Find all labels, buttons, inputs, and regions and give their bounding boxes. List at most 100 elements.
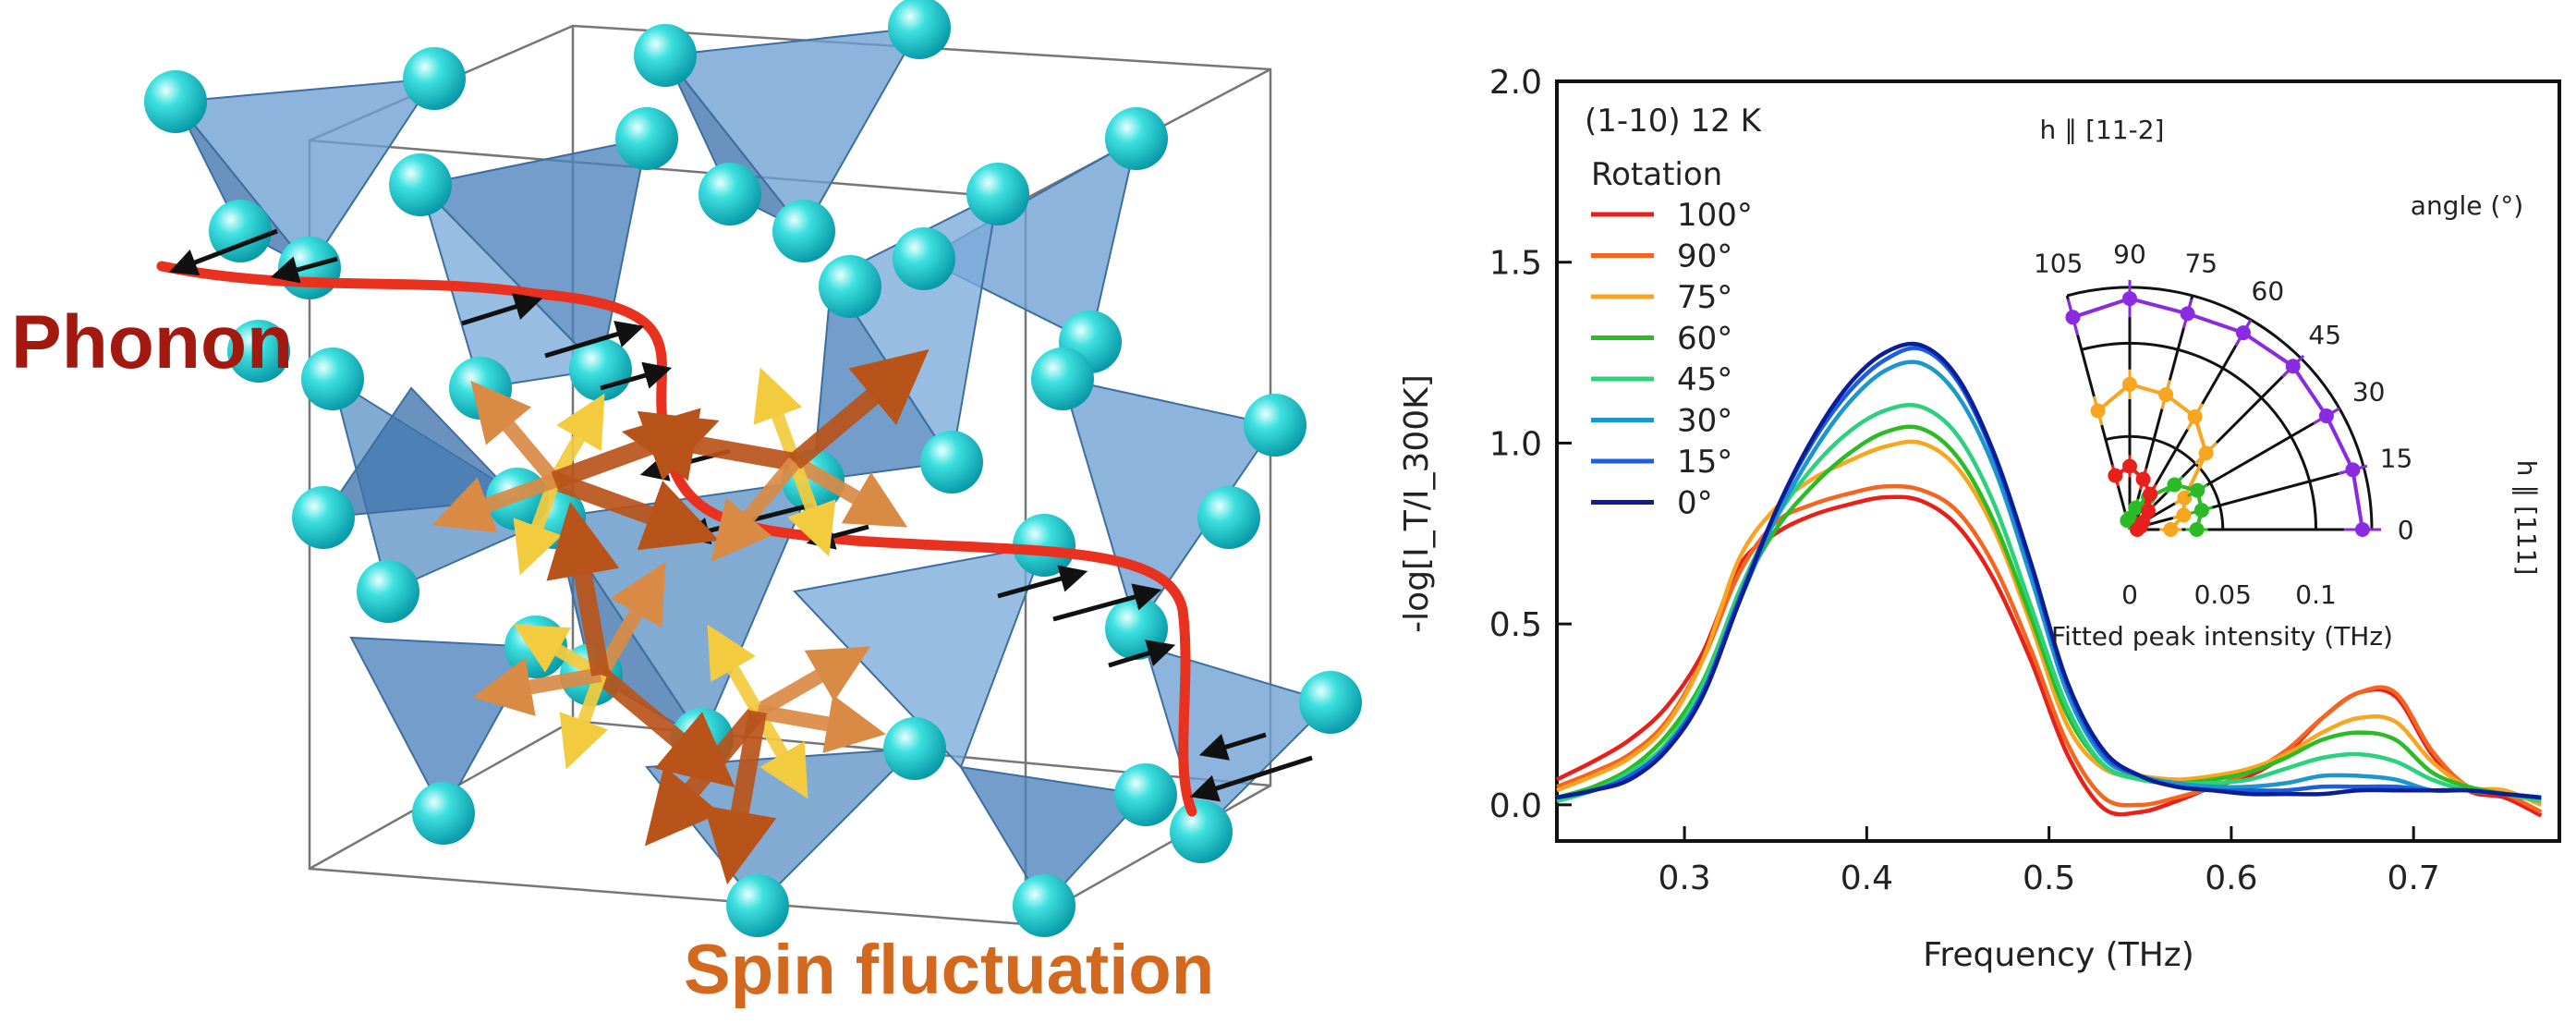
spin-arrow	[786, 459, 836, 557]
chart-title: (1-10) 12 K	[1585, 103, 1763, 140]
polar-point	[2122, 291, 2137, 307]
polar-point	[2143, 486, 2158, 502]
atom	[1013, 874, 1075, 937]
right-axis-label: h ∥ [111]	[2511, 460, 2542, 576]
radial-tick-label: 0	[2121, 579, 2138, 610]
spin-arrow	[470, 380, 561, 486]
polar-point	[2108, 468, 2123, 483]
polar-point	[2140, 504, 2156, 519]
legend-label: 90°	[1677, 238, 1732, 275]
spin-arrow	[594, 667, 735, 788]
legend-label: 100°	[1677, 197, 1753, 234]
polar-point	[2090, 403, 2106, 419]
atom	[301, 347, 364, 410]
series-line	[1556, 341, 2542, 800]
polar-spoke	[2128, 295, 2194, 530]
spin-arrow	[790, 456, 908, 528]
spin-arrow	[788, 348, 930, 469]
atom	[772, 200, 835, 262]
atom	[1114, 763, 1177, 826]
spin-arrow	[753, 646, 871, 718]
crystal-illustration: Phonon Spin fluctuation	[11, 0, 1362, 1009]
polar-point	[2163, 522, 2179, 537]
axis-ticks: 0.3 0.4 0.5 0.6 0.7 0.0 0.5 1.0 1.5 2.0	[1489, 64, 2440, 897]
polar-point	[2122, 458, 2137, 474]
atom	[966, 163, 1029, 225]
spin-arrow	[753, 367, 803, 465]
legend-label: 45°	[1677, 361, 1732, 398]
polar-point	[2134, 514, 2150, 530]
y-tick-label: 2.0	[1489, 64, 1542, 102]
angle-tick-label: 105	[2034, 248, 2083, 278]
polar-arc	[2066, 286, 2374, 530]
atom	[819, 255, 881, 318]
polar-point	[2318, 408, 2334, 424]
atom	[699, 163, 761, 225]
series-line	[1556, 483, 2543, 814]
polar-point	[2122, 376, 2137, 392]
x-tick-label: 0.5	[2023, 859, 2075, 897]
series-line	[1556, 439, 2543, 807]
legend: 100° 90° 75° 60°45° 30° 15° 0°	[1591, 197, 1753, 522]
atom	[1197, 486, 1260, 549]
spin-arrow	[559, 672, 609, 770]
polar-point	[2180, 306, 2195, 322]
atom	[292, 486, 355, 549]
spin-arrow	[472, 657, 602, 716]
atom	[883, 717, 946, 780]
polar-spoke	[2129, 407, 2340, 531]
x-axis-label: Frequency (THz)	[1923, 936, 2193, 974]
x-tick-label: 0.6	[2205, 859, 2257, 897]
spectrum-chart: 0.3 0.4 0.5 0.6 0.7 0.0 0.5 1.0 1.5 2.0 Frequency…	[1398, 64, 2561, 974]
polar-point	[2187, 408, 2203, 424]
atom	[227, 320, 290, 383]
plot-frame	[1555, 79, 2561, 843]
polar-point	[2120, 513, 2135, 529]
y-tick-label: 0.5	[1489, 606, 1542, 644]
spin-arrow	[703, 710, 777, 885]
legend-label: 60°	[1677, 321, 1732, 358]
angle-tick-label: 90	[2113, 238, 2146, 269]
polar-point	[2285, 359, 2301, 374]
polar-series-line	[2072, 297, 2364, 530]
spin-arrow	[756, 694, 886, 753]
y-tick-label: 1.5	[1489, 245, 1542, 283]
atom	[615, 107, 678, 170]
polar-point	[2177, 490, 2193, 506]
spin-arrow	[751, 708, 808, 799]
angle-tick-label: 15	[2380, 444, 2413, 474]
polar-point	[2135, 471, 2151, 487]
angle-axis-label: angle (°)	[2411, 190, 2523, 221]
polar-point	[2345, 462, 2361, 478]
atom	[389, 153, 452, 216]
series-lines	[1555, 341, 2543, 818]
polar-inset: 0 15 30 45 60 75 90 105 0 0.05 0.1 h ∥ [11-2] angle …	[2034, 115, 2542, 652]
polar-point	[2354, 522, 2370, 537]
series-line	[1556, 424, 2542, 804]
radial-tick-label: 0.1	[2295, 579, 2337, 610]
spin-arrow	[711, 457, 801, 563]
spin-arrow	[621, 408, 796, 481]
series-line	[1556, 403, 2542, 804]
atom	[1031, 347, 1094, 410]
angle-tick-label: 75	[2184, 248, 2218, 278]
polar-spoke	[2129, 465, 2364, 531]
polar-point	[2176, 507, 2192, 523]
x-tick-label: 0.3	[1658, 859, 1710, 897]
angle-tick-label: 30	[2352, 377, 2386, 408]
x-tick-label: 0.7	[2388, 859, 2440, 897]
atom	[888, 0, 951, 59]
radial-tick-label: 0.05	[2194, 579, 2252, 610]
angle-tick-label: 60	[2252, 275, 2285, 306]
atom	[1013, 514, 1075, 577]
legend-title: Rotation	[1591, 156, 1722, 193]
legend-label: 75°	[1677, 279, 1732, 316]
spin-arrow	[548, 393, 605, 484]
spin-arrow	[513, 624, 604, 681]
y-axis-label: -log[I_T/I_300K]	[1398, 374, 1436, 633]
y-tick-label: 1.0	[1489, 425, 1542, 463]
atom	[403, 47, 466, 110]
polar-point	[2235, 325, 2251, 341]
polar-point	[2198, 445, 2214, 461]
